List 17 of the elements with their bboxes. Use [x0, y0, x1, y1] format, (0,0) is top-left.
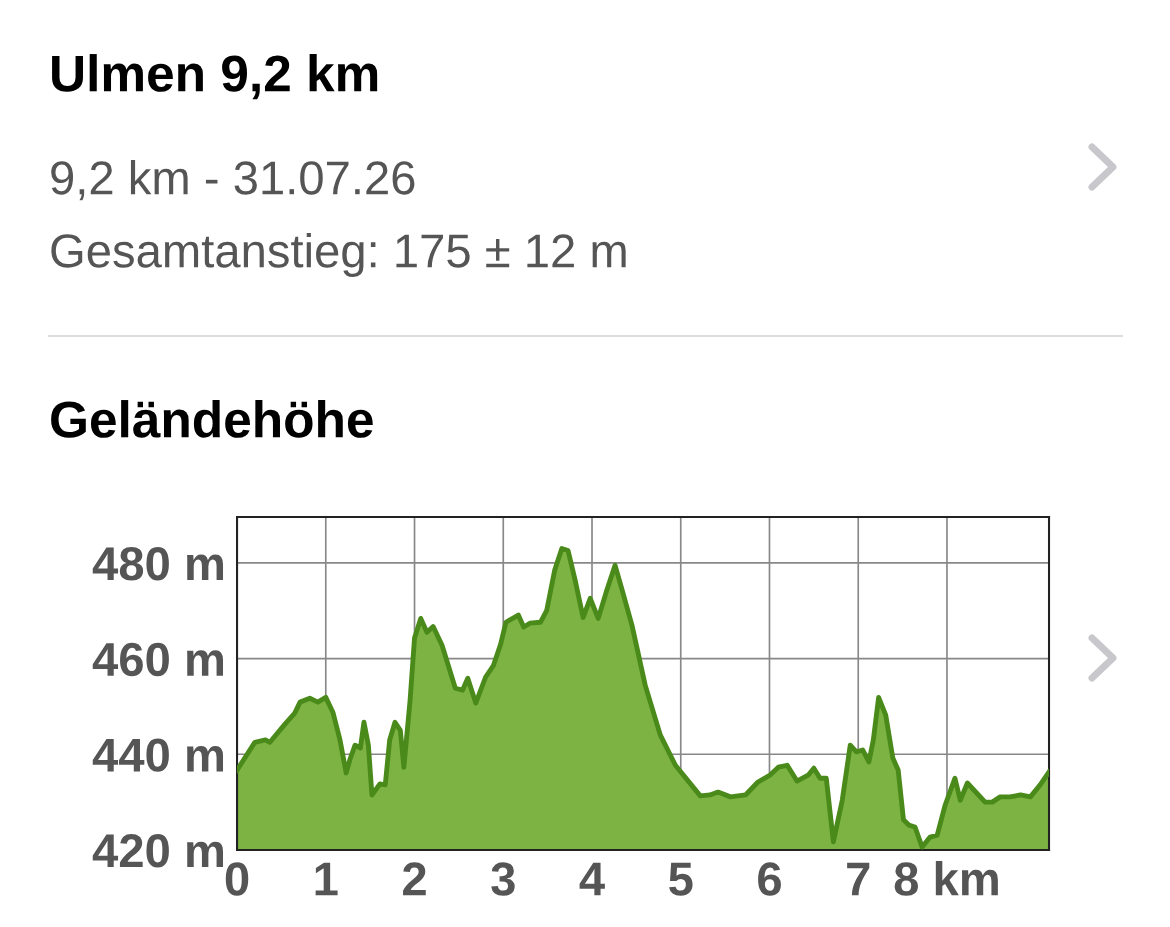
x-tick-label: 7: [847, 862, 870, 896]
x-tick-label: 6: [758, 862, 781, 896]
x-tick-label: 1: [315, 862, 338, 896]
chart-subtitle: 9,2 km - 31.07.26: [51, 159, 415, 201]
chart-title: Ulmen 9,2 km: [52, 54, 378, 100]
y-tick-label: 420 m: [92, 834, 224, 868]
x-tick-label: 3: [491, 862, 515, 896]
y-tick-label: 460 m: [92, 642, 224, 677]
x-tick-label: 5: [669, 862, 693, 896]
text: Gesamtanstieg: 175 ± 12 m: [51, 232, 626, 278]
text: Geländehöhe: [51, 400, 373, 438]
y-tick-label: 440 m: [92, 738, 224, 772]
x-tick-label: 8 km: [894, 861, 998, 896]
y-tick-label: 480 m: [92, 547, 224, 581]
x-tick-label: 0: [225, 862, 249, 896]
x-tick-label: 4: [579, 862, 605, 896]
x-tick-label: 2: [403, 862, 426, 896]
